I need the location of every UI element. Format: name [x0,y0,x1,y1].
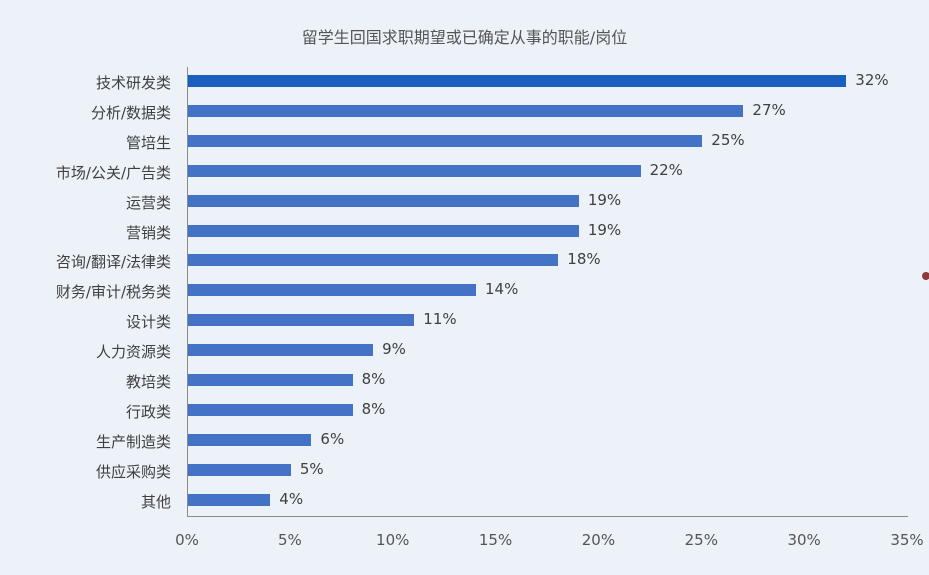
bar-row: 生产制造类 6% [0,425,929,455]
bar-row: 营销类 19% [0,216,929,246]
bar-row: 人力资源类 9% [0,335,929,365]
bar-row: 管培生 25% [0,126,929,156]
category-label: 咨询/翻译/法律类 [55,253,171,272]
category-label: 生产制造类 [95,432,171,451]
x-tick-label: 35% [890,531,924,549]
bar [188,134,703,147]
value-label: 18% [567,250,601,269]
x-axis-line [187,516,908,517]
bar-row: 市场/公关/广告类 22% [0,156,929,186]
value-label: 25% [711,130,745,149]
category-label: 设计类 [125,313,171,332]
category-label: 人力资源类 [95,343,171,362]
value-label: 19% [587,220,622,239]
category-label: 行政类 [125,402,171,421]
bar [188,314,415,327]
category-label: 营销类 [125,223,171,242]
value-label: 9% [382,340,406,359]
value-label: 14% [485,280,519,299]
value-label: 27% [752,100,786,119]
value-label: 22% [649,160,683,179]
category-label: 市场/公关/广告类 [55,163,171,182]
bar [188,75,847,87]
bar [188,374,353,386]
chart-title: 留学生回国求职期望或已确定从事的职能/岗位 [301,28,628,47]
bar [188,344,374,357]
bar [188,433,312,446]
y-axis-line [187,67,188,516]
value-label: 6% [320,429,345,448]
bar [188,493,271,506]
bar-row: 技术研发类 32% [0,66,929,96]
category-label: 教培类 [125,373,171,391]
x-tick-label: 15% [478,531,513,549]
category-label: 分析/数据类 [90,103,171,122]
value-label: 8% [361,370,386,388]
bar-row: 供应采购类 5% [0,455,929,485]
bar [188,164,641,177]
category-label: 供应采购类 [95,462,171,481]
x-tick-label: 30% [787,531,821,549]
category-label: 技术研发类 [95,74,171,92]
bar [188,104,744,117]
bar-row: 其他 4% [0,485,929,515]
x-tick-label: 5% [277,531,302,549]
bar-row: 分析/数据类 27% [0,96,929,126]
value-label: 19% [587,190,622,209]
bar [188,284,476,297]
value-label: 8% [361,399,386,418]
x-tick-label: 25% [684,531,718,549]
bar [188,403,353,416]
value-label: 11% [423,310,457,329]
category-label: 其他 [140,492,171,511]
bar-row: 设计类 11% [0,305,929,335]
bar [188,463,291,476]
bar [188,224,579,237]
bar-row: 行政类 8% [0,395,929,425]
bar [188,194,579,207]
category-label: 运营类 [125,193,171,212]
x-tick-label: 10% [376,531,410,549]
value-label: 4% [279,489,304,508]
value-label: 32% [855,71,889,89]
bar-row: 运营类 19% [0,186,929,216]
bar-row: 咨询/翻译/法律类 18% [0,245,929,275]
value-label: 5% [299,459,324,478]
x-tick-label: 20% [581,531,616,549]
x-tick-label: 0% [175,531,199,549]
bar-row: 教培类 8% [0,365,929,395]
bar-row: 财务/审计/税务类 14% [0,275,929,305]
category-label: 管培生 [125,133,171,152]
bar [188,254,559,267]
category-label: 财务/审计/税务类 [55,283,171,302]
